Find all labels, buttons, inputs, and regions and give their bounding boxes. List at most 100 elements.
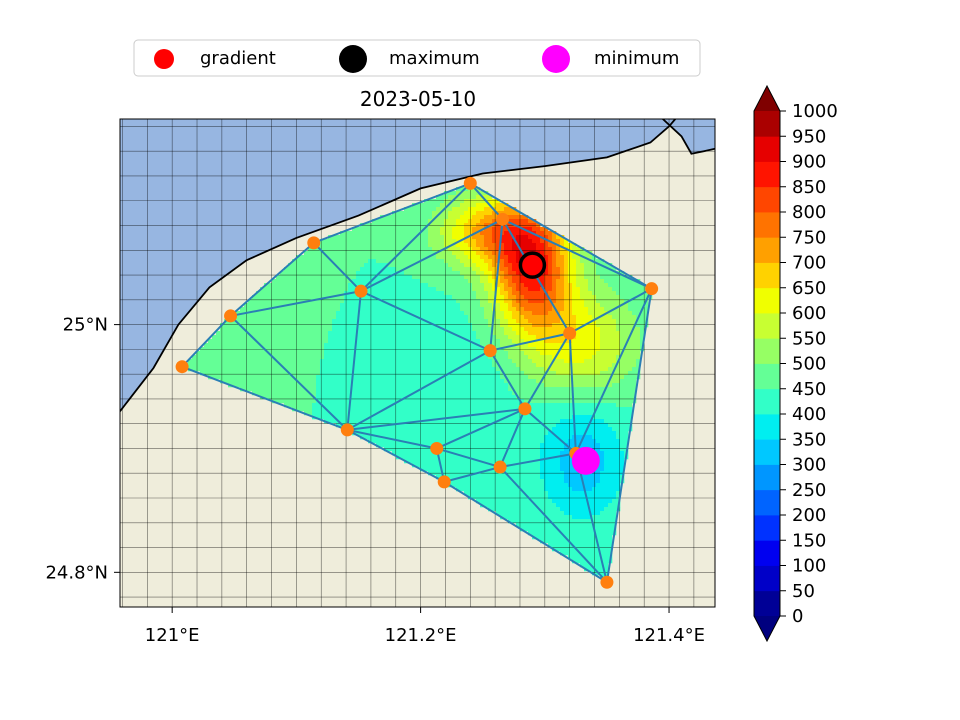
station-point [600,575,614,589]
station-point [518,402,532,416]
mesh-edge [489,332,570,352]
colorbar-segment [754,287,780,314]
x-axis: 121°E 121.2°E 121.4°E [145,607,705,646]
colorbar-segment [754,363,780,390]
colorbar-segment [754,489,780,516]
triangulation-mesh [181,182,653,584]
station-point [493,460,507,474]
colorbar-segment [754,212,780,238]
colorbar-tick-label: 700 [792,253,826,274]
mesh-edge [574,453,608,583]
colorbar-tick-label: 550 [792,328,826,349]
mesh-edge [499,466,608,583]
station-point [340,423,354,437]
colorbar-tick-label: 400 [792,404,826,425]
mesh-edge [346,349,491,431]
colorbar-segment [754,338,780,364]
station-point [463,176,477,190]
mesh-edge [181,365,348,431]
mesh-edge [436,407,526,450]
mesh-edge [347,407,526,431]
colorbar-tick-label: 650 [792,278,826,299]
colorbar-segment [754,414,780,440]
mesh-edge [574,288,653,454]
y-axis: 25°N 24.8°N [45,315,120,583]
mesh-edge [502,218,653,290]
mesh-edge [347,428,437,450]
station-point [430,441,444,455]
station-point [483,344,497,358]
y-tick-label: 25°N [63,315,108,336]
stations [175,176,659,589]
mesh-edge [443,481,608,584]
colorbar-segment [754,313,780,339]
sea [120,119,715,412]
colorbar: 0 50 100 150 200 250 300 350 400 450 500 550 600 650 7… [753,84,838,643]
colorbar-tick-label: 900 [792,152,826,173]
y-tick-label: 24.8°N [45,562,108,583]
station-point [307,236,321,250]
colorbar-segment [754,136,780,162]
colorbar-segment [754,186,780,213]
colorbar-tick-label: 150 [792,530,826,551]
mesh-edge [181,315,232,368]
colorbar-tick-label: 800 [792,202,826,223]
mesh-edge [524,332,571,410]
colorbar-tick-label: 600 [792,303,826,324]
mesh-edge [489,350,526,410]
mesh-edge [313,242,362,292]
colorbar-segment [754,540,780,566]
coastline [120,119,676,412]
colorbar-under-extension [754,616,780,641]
mesh-edge [230,290,362,317]
mesh-edge [313,182,471,244]
station-point [175,360,189,374]
x-tick-label: 121°E [145,625,200,646]
chart-title: 2023-05-10 [360,87,476,111]
station-point [496,212,510,226]
colorbar-tick-label: 300 [792,455,826,476]
minimum-marker [571,446,600,475]
colorbar-segment [754,439,780,465]
axes-frame [119,118,716,608]
mesh-edge [469,182,653,290]
colorbar-tick-label: 250 [792,480,826,501]
colorbar-segment [754,111,780,137]
legend-label-minimum: minimum [594,48,679,69]
colorbar-tick-label: 1000 [792,101,838,122]
contour-field [184,183,653,584]
mesh-edge [489,219,504,351]
colorbar-segment [754,262,780,289]
mesh-edge [346,429,445,483]
colorbar-segment [754,515,780,541]
mesh-edge [499,408,526,468]
colorbar-segment [754,237,780,263]
legend-marker-gradient [154,49,174,69]
mesh-edge [360,290,491,352]
colorbar-tick-label: 750 [792,227,826,248]
colorbar-tick-label: 50 [792,581,815,602]
colorbar-tick-label: 350 [792,429,826,450]
mesh-edge [436,447,501,469]
legend-label-gradient: gradient [200,48,276,69]
colorbar-tick-label: 100 [792,556,826,577]
mesh-edge [360,182,471,292]
coastline-east [662,119,715,155]
mesh-edge [229,315,349,431]
colorbar-tick-label: 850 [792,177,826,198]
legend-label-maximum: maximum [389,48,480,69]
x-tick-label: 121.2°E [385,625,457,646]
mesh-edge [443,466,501,483]
mesh-edge [229,242,315,317]
colorbar-tick-label: 0 [792,606,803,627]
colorbar-over-extension [754,86,780,111]
legend-marker-maximum [339,45,367,73]
station-point [645,282,659,296]
mesh-edge [469,182,504,220]
mesh-edge [346,291,362,430]
map-area [120,119,715,607]
mesh-edge [499,452,577,469]
colorbar-segment [754,388,780,415]
legend-marker-minimum [542,45,570,73]
